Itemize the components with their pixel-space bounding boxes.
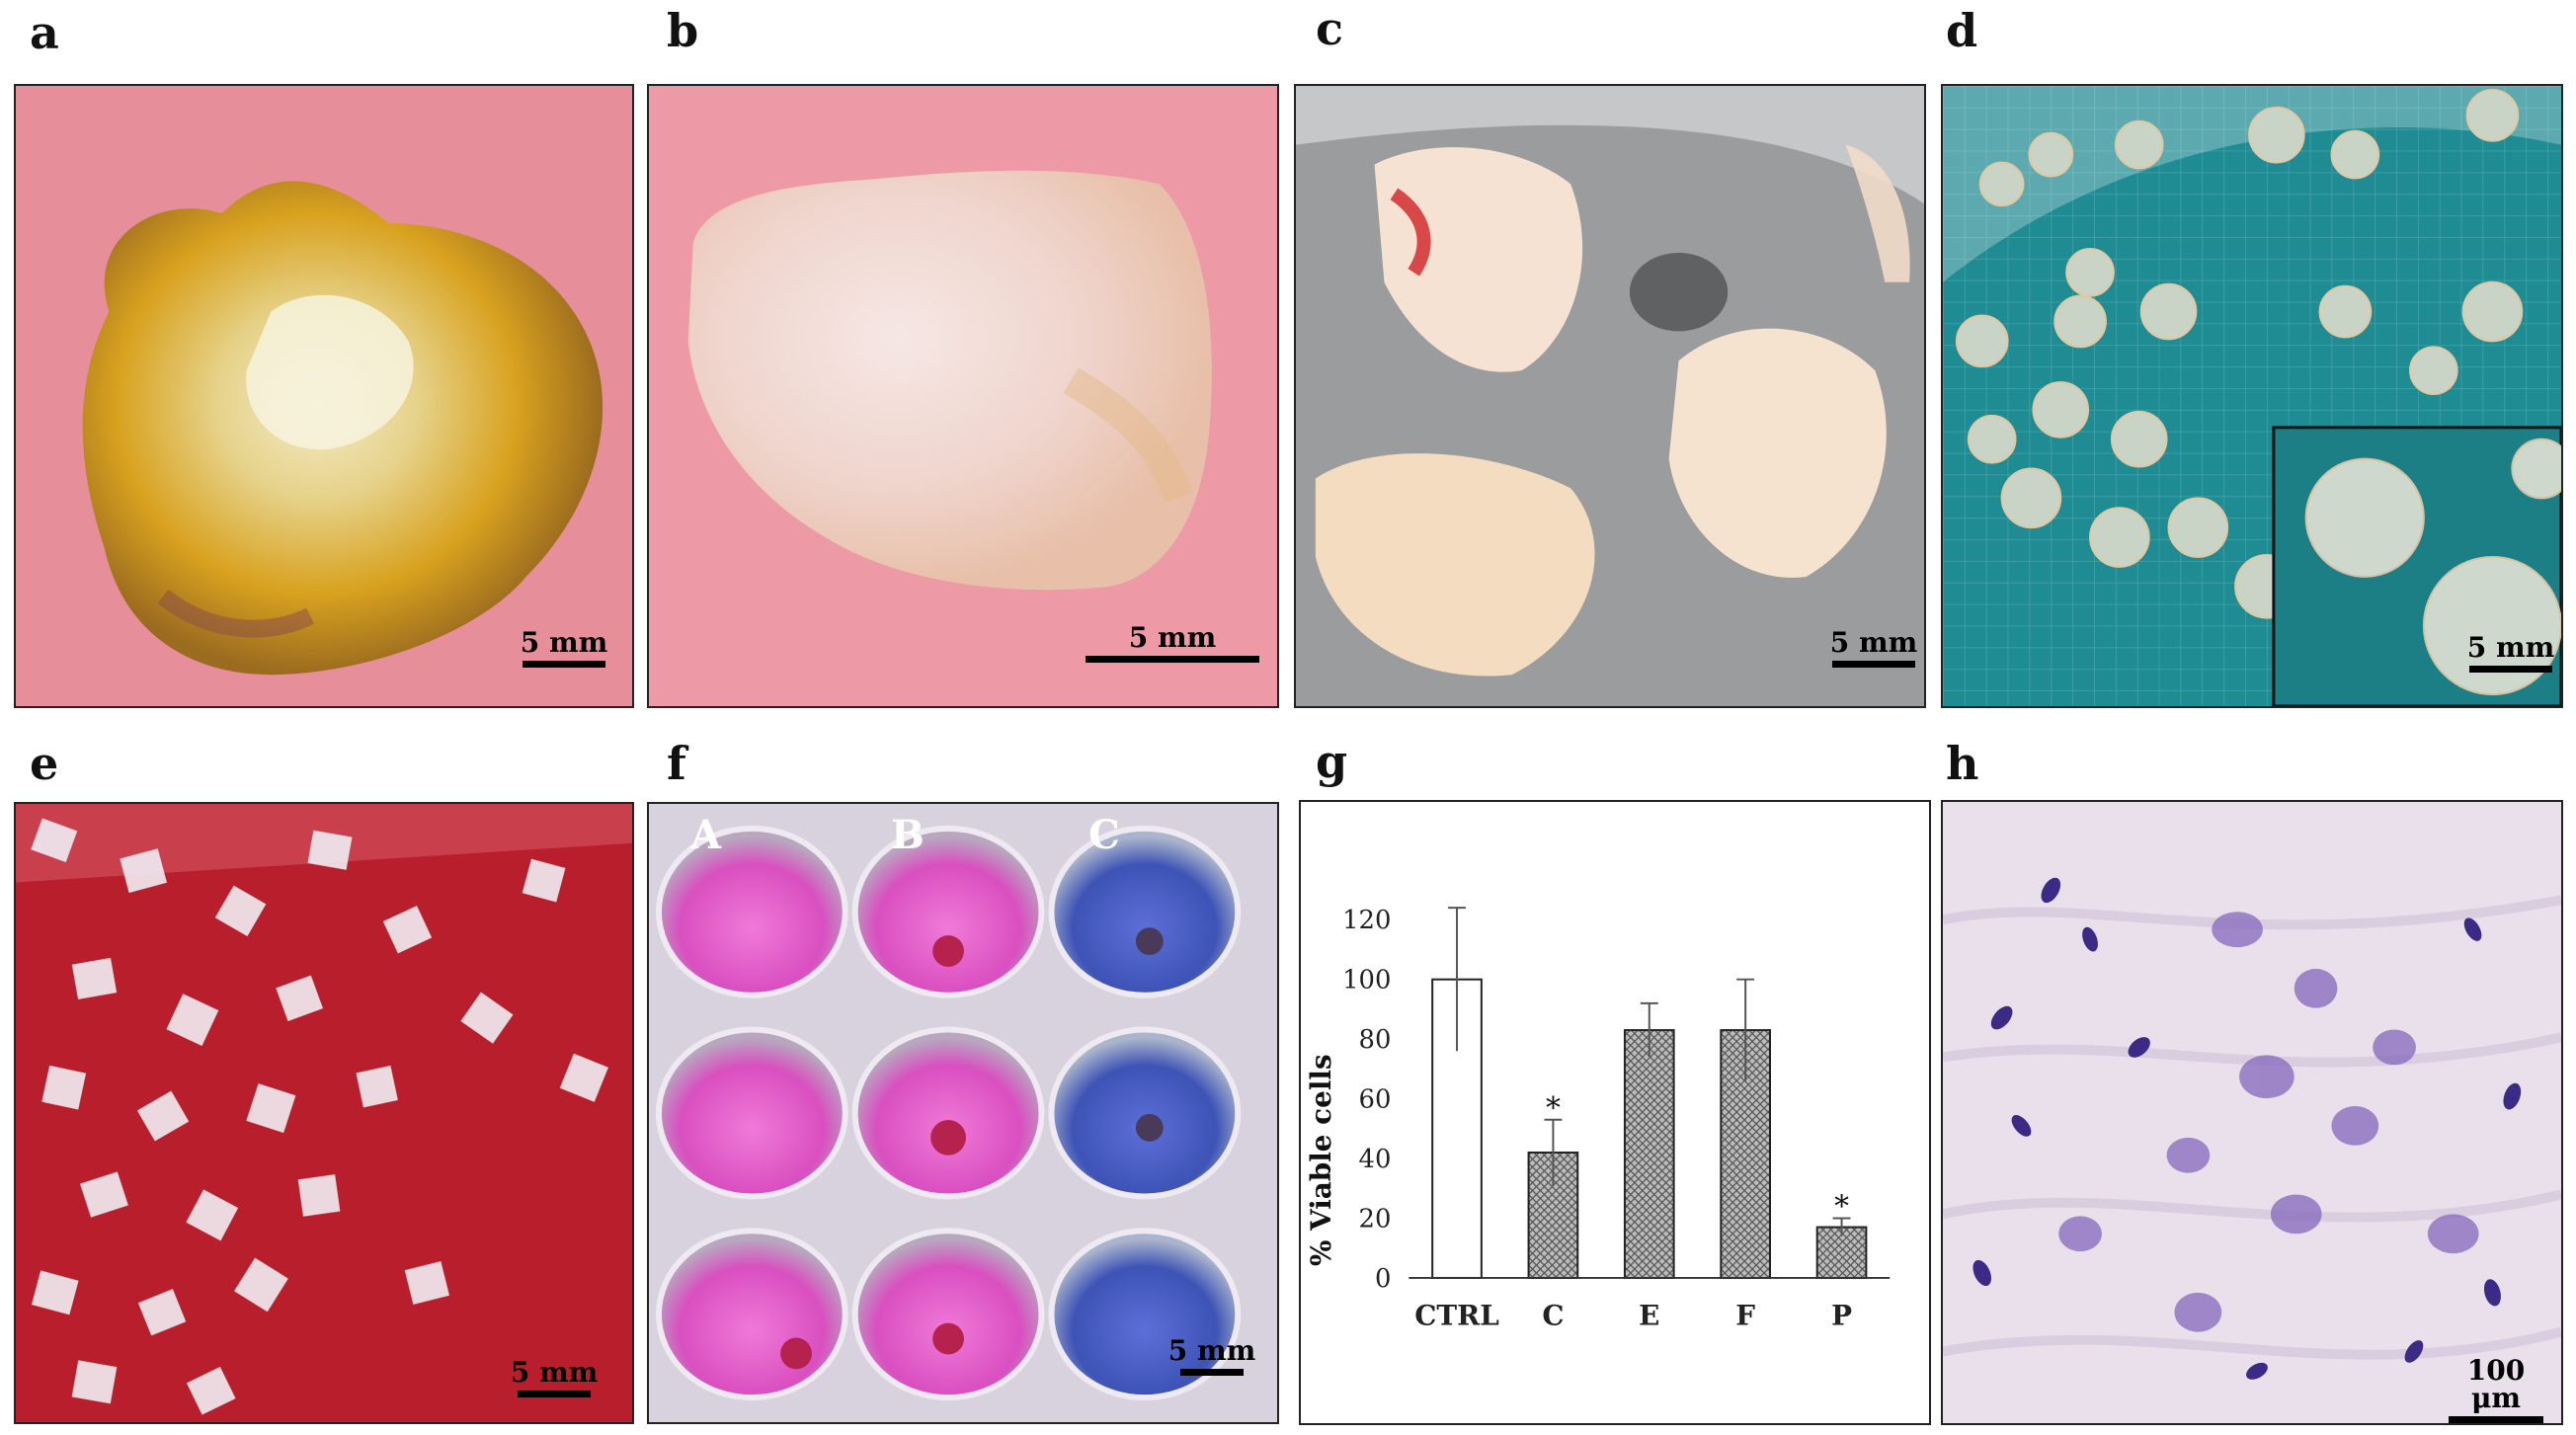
y-tick-label: 60 bbox=[1359, 1085, 1392, 1115]
bar-e bbox=[1623, 1029, 1675, 1279]
y-axis-label: % Viable cells bbox=[1305, 1054, 1337, 1266]
scale-bar-h: 100 μm bbox=[2442, 1357, 2550, 1423]
panel-label-h: h bbox=[1946, 737, 1979, 790]
scale-bar-b: 5 mm bbox=[1084, 624, 1261, 663]
panel-label-c: c bbox=[1316, 2, 1344, 55]
panel-g-chart: % Viable cells 0 20 40 60 80 100 120 * * CTRL C E… bbox=[1299, 800, 1931, 1425]
y-tick-label: 100 bbox=[1342, 966, 1391, 996]
panel-c-photo: 5 mm bbox=[1294, 84, 1926, 708]
scale-bar-a: 5 mm bbox=[520, 629, 608, 668]
y-tick-label: 120 bbox=[1342, 906, 1391, 935]
scale-bar-d: 5 mm bbox=[2466, 634, 2555, 673]
y-tick-label: 0 bbox=[1375, 1264, 1391, 1294]
panel-h-histology: 100 μm bbox=[1941, 800, 2563, 1425]
panel-label-a: a bbox=[30, 6, 59, 59]
panel-label-d: d bbox=[1946, 4, 1978, 57]
panel-a-photo: 5 mm bbox=[14, 84, 634, 708]
x-category-label: CTRL bbox=[1414, 1300, 1499, 1332]
significance-marker: * bbox=[1834, 1189, 1849, 1224]
panel-b-photo: 5 mm bbox=[647, 84, 1279, 708]
panel-label-b: b bbox=[667, 4, 699, 57]
scale-bar-e: 5 mm bbox=[510, 1359, 599, 1397]
panel-d-photo: 5 mm bbox=[1941, 84, 2563, 708]
y-tick-label: 40 bbox=[1359, 1145, 1392, 1174]
panel-e-photo: 5 mm bbox=[14, 802, 634, 1424]
x-category-label: C bbox=[1542, 1300, 1564, 1332]
scale-bar-c: 5 mm bbox=[1829, 629, 1918, 668]
scale-bar-f: 5 mm bbox=[1167, 1337, 1256, 1376]
panel-label-e: e bbox=[30, 737, 59, 790]
y-tick-label: 20 bbox=[1359, 1204, 1392, 1234]
panel-label-f: f bbox=[667, 737, 686, 790]
panel-label-g: g bbox=[1316, 735, 1348, 788]
panel-f-photo: A B C 5 mm bbox=[647, 802, 1279, 1424]
well-label-a: A bbox=[690, 812, 722, 858]
well-label-c: C bbox=[1088, 812, 1120, 858]
x-category-label: F bbox=[1735, 1300, 1755, 1332]
viability-bar-chart: % Viable cells 0 20 40 60 80 100 120 * * CTRL C E… bbox=[1305, 906, 1891, 1332]
significance-marker: * bbox=[1546, 1091, 1561, 1126]
y-tick-label: 80 bbox=[1359, 1025, 1392, 1055]
x-category-label: E bbox=[1639, 1300, 1659, 1332]
x-category-label: P bbox=[1831, 1300, 1852, 1332]
well-label-b: B bbox=[891, 812, 925, 858]
